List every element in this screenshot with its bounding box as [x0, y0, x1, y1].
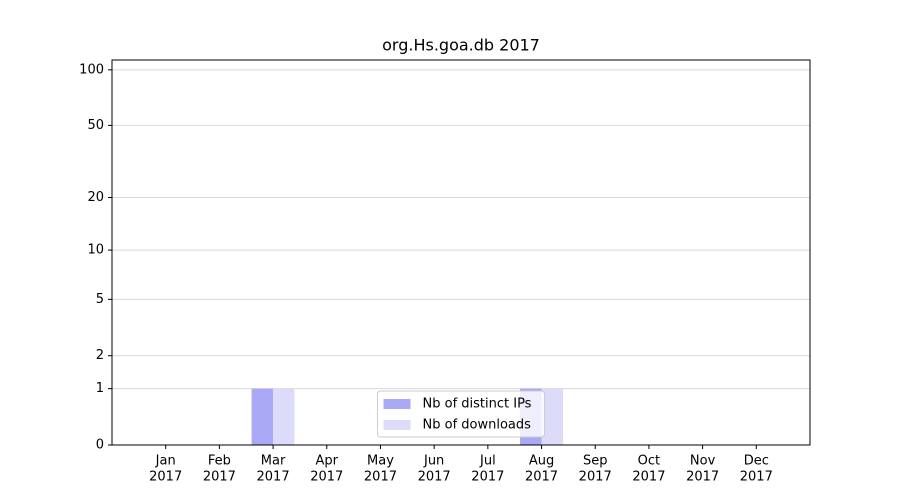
x-tick-label: Nov: [690, 454, 716, 469]
y-tick-label: 100: [79, 62, 104, 77]
x-tick-label: 2017: [203, 470, 236, 485]
x-tick-label: Jan: [155, 454, 176, 469]
y-tick-label: 1: [96, 381, 104, 396]
x-tick-label: 2017: [149, 470, 182, 485]
x-tick-label: 2017: [364, 470, 397, 485]
legend-label: Nb of downloads: [423, 418, 532, 433]
x-tick-label: Dec: [744, 454, 769, 469]
x-tick-label: 2017: [310, 470, 343, 485]
x-tick-label: Aug: [529, 454, 554, 469]
y-tick-label: 2: [96, 348, 104, 363]
legend-box: [377, 390, 545, 438]
x-tick-label: Feb: [208, 454, 231, 469]
x-tick-label: Sep: [583, 454, 608, 469]
x-tick-label: 2017: [471, 470, 504, 485]
x-tick-label: Apr: [316, 454, 339, 469]
bar: [541, 388, 564, 445]
x-tick-label: Oct: [638, 454, 660, 469]
x-tick-label: 2017: [740, 470, 773, 485]
y-tick-label: 5: [96, 292, 104, 307]
x-tick-label: 2017: [579, 470, 612, 485]
x-tick-label: Mar: [261, 454, 286, 469]
plot-frame: [111, 59, 811, 446]
y-tick-label: 20: [87, 190, 104, 205]
x-tick-label: 2017: [632, 470, 665, 485]
x-tick-label: Jun: [423, 454, 444, 469]
y-tick-label: 50: [87, 118, 104, 133]
legend-swatch: [383, 399, 411, 409]
x-tick-label: Jul: [479, 454, 496, 469]
y-tick-label: 0: [96, 438, 104, 453]
legend-label: Nb of distinct IPs: [423, 397, 532, 412]
bar: [251, 388, 274, 445]
x-tick-label: 2017: [418, 470, 451, 485]
y-tick-label: 10: [87, 243, 104, 258]
x-tick-label: 2017: [686, 470, 719, 485]
chart-title: org.Hs.goa.db 2017: [382, 36, 540, 55]
x-tick-label: 2017: [525, 470, 558, 485]
legend-swatch: [383, 420, 411, 430]
x-tick-label: 2017: [257, 470, 290, 485]
bar: [273, 388, 295, 445]
x-tick-label: May: [367, 454, 394, 469]
